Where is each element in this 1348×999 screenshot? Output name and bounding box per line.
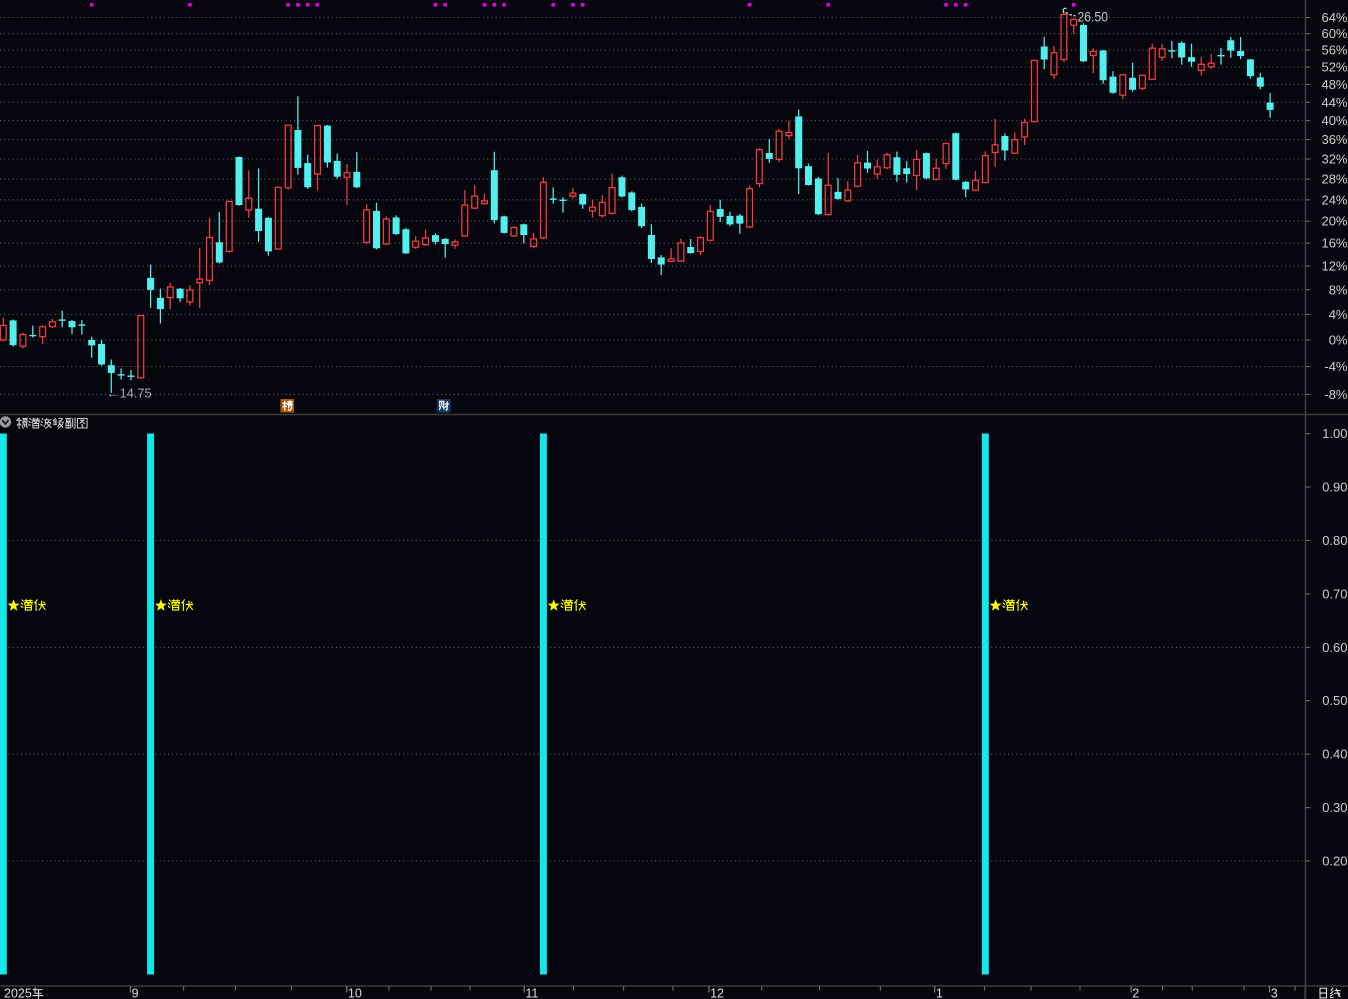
- svg-text:0.60: 0.60: [1322, 640, 1347, 655]
- svg-text:0.40: 0.40: [1322, 747, 1347, 762]
- svg-text:24%: 24%: [1321, 192, 1347, 207]
- svg-text:40%: 40%: [1321, 113, 1347, 128]
- svg-text:2025: 2025: [4, 987, 32, 999]
- svg-text:10: 10: [348, 987, 362, 999]
- svg-text:0%: 0%: [1329, 333, 1348, 348]
- svg-text:0.80: 0.80: [1322, 533, 1347, 548]
- svg-text:64%: 64%: [1321, 10, 1347, 25]
- svg-text:0.90: 0.90: [1322, 480, 1347, 495]
- svg-text:-8%: -8%: [1324, 387, 1348, 402]
- svg-text:16%: 16%: [1321, 236, 1347, 251]
- svg-text:0.70: 0.70: [1322, 586, 1347, 601]
- svg-text:1: 1: [936, 987, 943, 999]
- svg-text:0.50: 0.50: [1322, 693, 1347, 708]
- svg-text:56%: 56%: [1321, 43, 1347, 58]
- svg-text:3: 3: [1271, 987, 1278, 999]
- svg-text:26.50: 26.50: [1078, 9, 1109, 25]
- svg-text:1.00: 1.00: [1322, 426, 1347, 441]
- svg-text:2: 2: [1132, 987, 1139, 999]
- svg-text:9: 9: [132, 987, 139, 999]
- svg-text:0.20: 0.20: [1322, 854, 1347, 869]
- svg-text:4%: 4%: [1329, 307, 1348, 322]
- svg-text:-4%: -4%: [1324, 359, 1348, 374]
- svg-text:60%: 60%: [1321, 26, 1347, 41]
- svg-text:20%: 20%: [1321, 214, 1347, 229]
- svg-text:52%: 52%: [1321, 60, 1347, 75]
- svg-text:48%: 48%: [1321, 77, 1347, 92]
- svg-text:8%: 8%: [1329, 282, 1348, 297]
- svg-text:0.30: 0.30: [1322, 800, 1347, 815]
- svg-text:32%: 32%: [1321, 152, 1347, 167]
- svg-text:11: 11: [525, 987, 538, 999]
- svg-text:12%: 12%: [1321, 259, 1347, 274]
- svg-text:44%: 44%: [1321, 95, 1347, 110]
- svg-text:28%: 28%: [1321, 172, 1347, 187]
- svg-text:36%: 36%: [1321, 132, 1347, 147]
- svg-text:12: 12: [710, 987, 724, 999]
- svg-text:←14.75: ←14.75: [107, 385, 152, 400]
